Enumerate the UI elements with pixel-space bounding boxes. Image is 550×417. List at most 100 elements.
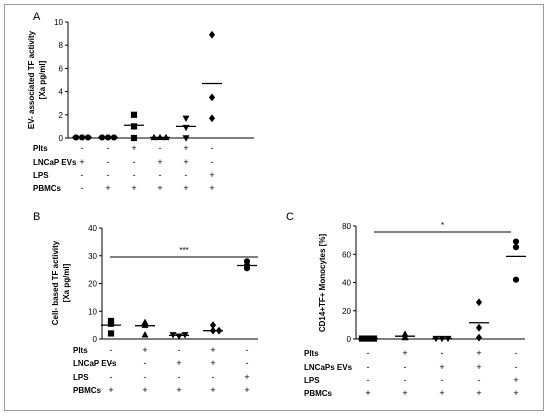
y-tick-label: 0 [347,335,352,344]
condition-label: LPS [33,171,49,180]
data-point [208,30,216,39]
condition-value: + [79,157,84,167]
data-point [107,330,115,337]
y-tick-label: 10 [88,307,97,316]
condition-value: + [210,345,215,355]
condition-value: - [246,345,249,355]
condition-value: - [441,375,444,385]
y-axis-label: CD14+TF+ Monocytes [%] [318,234,327,333]
y-tick-label: 60 [342,250,351,259]
condition-value: - [367,362,370,372]
data-point [130,111,138,118]
condition-value: + [513,375,518,385]
y-tick-label: 6 [59,64,64,73]
y-tick-label: 20 [88,280,97,289]
condition-value: + [131,183,136,193]
condition-label: PBMCs [33,184,62,193]
y-tick-label: 80 [342,222,351,231]
condition-value: - [133,157,136,167]
data-point [208,114,216,123]
condition-label: Plts [304,349,319,358]
condition-value: - [81,183,84,193]
condition-value: + [439,388,444,398]
condition-value: - [107,143,110,153]
y-tick-label: 8 [59,41,64,50]
condition-value: - [515,362,518,372]
y-tick-label: 30 [88,252,97,261]
y-tick-label: 2 [59,111,64,120]
condition-value: + [142,345,147,355]
significance-label: * [441,221,444,230]
condition-value: + [244,385,249,395]
data-point [182,135,190,142]
condition-value: - [133,170,136,180]
condition-value: - [211,157,214,167]
condition-value: - [367,375,370,385]
panel-letter: C [286,211,294,223]
data-point [130,123,138,130]
y-tick-label: 10 [54,18,63,27]
condition-value: + [476,388,481,398]
panel-letter: A [33,11,41,23]
y-tick-label: 40 [88,224,97,233]
condition-value: + [176,385,181,395]
condition-value: + [209,183,214,193]
condition-value: + [244,372,249,382]
condition-label: LNCaP EVs [73,359,117,368]
condition-value: + [157,157,162,167]
condition-value: - [515,348,518,358]
data-point [475,323,483,332]
data-point [401,333,409,341]
significance-label: *** [179,246,188,255]
condition-value: - [107,170,110,180]
condition-value: - [110,358,113,368]
condition-value: - [110,372,113,382]
condition-value: - [212,372,215,382]
condition-value: - [107,157,110,167]
y-axis-label: EV- associated TF activity [27,30,36,129]
condition-value: - [110,345,113,355]
condition-value: - [178,345,181,355]
data-point [130,134,138,142]
data-point [512,244,520,251]
condition-value: + [402,348,407,358]
y-axis-label: [Xa pg/ml] [62,263,71,302]
condition-value: + [108,385,113,395]
condition-value: + [210,358,215,368]
condition-value: - [404,375,407,385]
y-tick-label: 0 [59,134,64,143]
condition-value: + [105,183,110,193]
condition-value: - [185,170,188,180]
data-point [208,93,216,102]
condition-label: LPS [73,373,89,382]
data-point [475,333,483,342]
condition-label: LNCaP EVs [33,158,77,167]
condition-value: + [402,388,407,398]
y-tick-label: 20 [342,307,351,316]
condition-value: - [144,372,147,382]
condition-value: + [365,388,370,398]
condition-value: - [367,348,370,358]
condition-value: + [142,385,147,395]
condition-value: + [209,170,214,180]
data-point [107,320,115,327]
y-tick-label: 40 [342,279,351,288]
y-tick-label: 0 [93,335,98,344]
condition-value: - [211,143,214,153]
y-tick-label: 4 [59,88,64,97]
data-point [141,331,149,338]
panel-letter: B [33,211,40,223]
y-axis-label: Cell- based TF activity [51,240,60,325]
condition-value: + [476,362,481,372]
condition-label: PBMCs [304,389,333,398]
condition-value: + [183,157,188,167]
condition-value: - [246,358,249,368]
condition-label: PBMCs [73,386,102,395]
condition-label: Plts [73,346,88,355]
data-point [512,276,520,283]
condition-value: - [404,362,407,372]
condition-value: - [441,348,444,358]
condition-label: LNCaPs EVs [304,363,353,372]
condition-value: - [159,143,162,153]
